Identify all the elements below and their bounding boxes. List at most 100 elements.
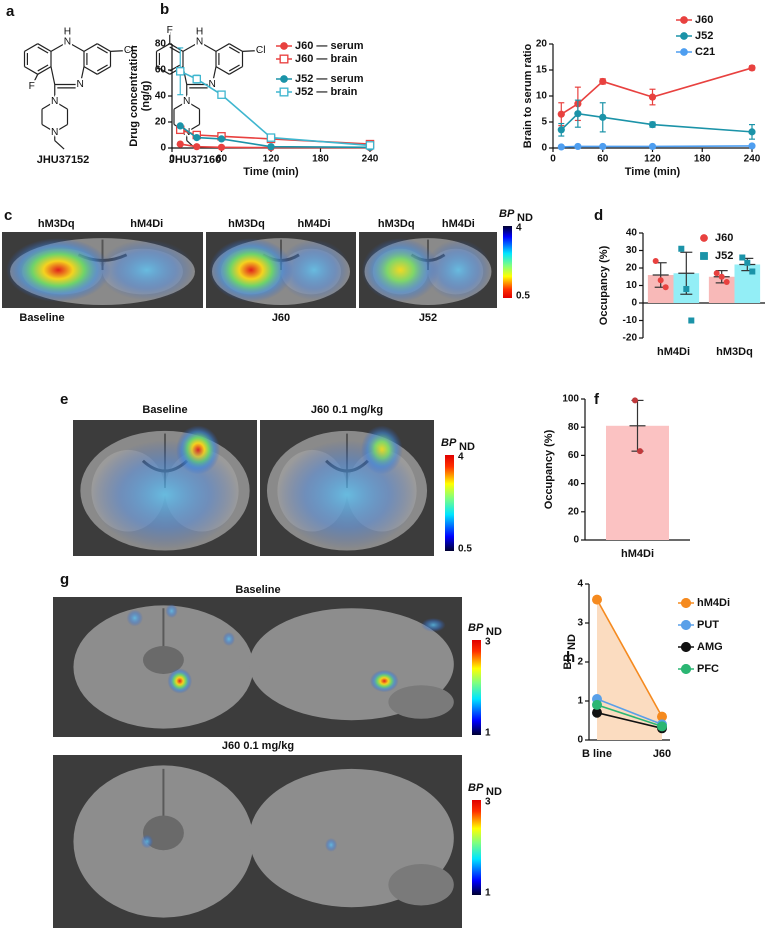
- data-point: [683, 286, 690, 292]
- atom-label: N: [51, 96, 58, 107]
- x-tick-label: 180: [312, 154, 329, 165]
- signal: [126, 609, 143, 627]
- data-point: [718, 273, 725, 280]
- data-point: [657, 721, 667, 732]
- structure-name: JHU37160: [169, 154, 222, 166]
- y-tick-label: -10: [623, 315, 638, 326]
- image-title: Baseline: [235, 584, 280, 596]
- atom-label: N: [77, 79, 84, 90]
- atom-label: H: [64, 26, 71, 37]
- x-tick-label: hM4Di: [621, 548, 654, 560]
- y-tick-label: 10: [626, 280, 638, 291]
- bond: [96, 43, 111, 52]
- panel-label: b: [160, 1, 169, 18]
- data-point: [176, 140, 184, 148]
- data-point: [175, 67, 185, 76]
- signal: [6, 238, 111, 302]
- structure-name: JHU37152: [37, 154, 90, 166]
- y-axis-label: Brain to serum ratio: [522, 43, 534, 148]
- y-tick-label: 40: [155, 91, 167, 102]
- series-line: [560, 112, 753, 133]
- data-point: [574, 110, 582, 118]
- bond: [83, 43, 98, 52]
- cerebellum: [388, 685, 454, 719]
- data-point: [557, 126, 565, 134]
- data-point: [748, 64, 756, 72]
- series-line: [561, 145, 753, 148]
- series-line: [596, 599, 663, 717]
- bond: [37, 64, 49, 72]
- data-point: [713, 270, 720, 277]
- image-column-label: hM3Dq: [38, 218, 75, 230]
- x-tick-label: hM3Dq: [716, 346, 753, 358]
- atom-label: N: [209, 79, 216, 90]
- data-point: [632, 397, 638, 404]
- signal: [361, 238, 440, 302]
- colorbar-label: BP: [468, 622, 484, 634]
- colorbar-tick: 0.5: [516, 291, 530, 302]
- signal: [425, 239, 492, 301]
- x-tick-label: 120: [263, 154, 280, 165]
- x-tick-label: 60: [597, 154, 609, 165]
- atom-label: Cl: [124, 45, 134, 56]
- y-tick-label: 100: [562, 394, 579, 405]
- bond: [215, 66, 230, 75]
- bond: [67, 41, 85, 52]
- bond: [96, 46, 108, 54]
- colorbar-tick: 0.5: [458, 544, 472, 555]
- colorbar-tick: 1: [485, 888, 491, 899]
- bond: [242, 49, 261, 52]
- y-axis-label: (ng/g): [140, 80, 152, 111]
- y-tick-label: 40: [626, 228, 638, 239]
- bond: [228, 66, 243, 75]
- bond: [173, 100, 188, 110]
- colorbar: [445, 455, 454, 551]
- bond: [31, 74, 39, 87]
- bond: [186, 100, 200, 110]
- data-point: [657, 277, 664, 284]
- bond: [156, 66, 171, 75]
- x-tick-label: 60: [216, 154, 228, 165]
- bond: [110, 49, 129, 52]
- colorbar-label-sub: ND: [486, 786, 502, 798]
- data-point: [592, 699, 602, 710]
- colorbar: [503, 226, 512, 298]
- data-point: [662, 284, 669, 291]
- image-title: J60 0.1 mg/kg: [222, 740, 294, 752]
- series-line: [596, 698, 663, 726]
- data-point: [657, 711, 667, 722]
- y-axis-label: Occupancy (%): [543, 429, 555, 509]
- bond: [182, 41, 200, 52]
- image-column-label: hM4Di: [298, 218, 331, 230]
- y-axis-label: Drug concentration: [128, 45, 140, 147]
- panel-label: c: [4, 207, 12, 224]
- series-line: [596, 704, 663, 728]
- legend-label: PFC: [697, 663, 719, 675]
- y-tick-label: 1: [577, 696, 583, 707]
- y-tick-label: 10: [536, 91, 548, 102]
- data-point: [217, 135, 226, 143]
- bond: [37, 66, 52, 75]
- y-tick-label: 4: [577, 579, 583, 590]
- image-title: Baseline: [142, 404, 187, 416]
- legend-marker: [700, 252, 708, 260]
- legend-marker: [681, 664, 691, 674]
- colorbar-label: BP: [441, 437, 457, 449]
- signal: [324, 838, 338, 852]
- x-tick-label: B line: [582, 748, 612, 760]
- colorbar-label-sub: ND: [459, 441, 475, 453]
- legend-label: J60: [695, 14, 713, 26]
- data-point: [744, 259, 751, 266]
- signal: [369, 669, 399, 693]
- area: [597, 599, 662, 740]
- atom-label: Cl: [256, 45, 266, 56]
- image-column-label: hM3Dq: [378, 218, 415, 230]
- legend-label: J60 — serum: [295, 40, 364, 52]
- series-line: [596, 711, 663, 730]
- y-tick-label: 80: [568, 422, 580, 433]
- colorbar-tick: 3: [485, 637, 491, 648]
- y-tick-label: 60: [568, 450, 580, 461]
- ventricle: [142, 646, 184, 674]
